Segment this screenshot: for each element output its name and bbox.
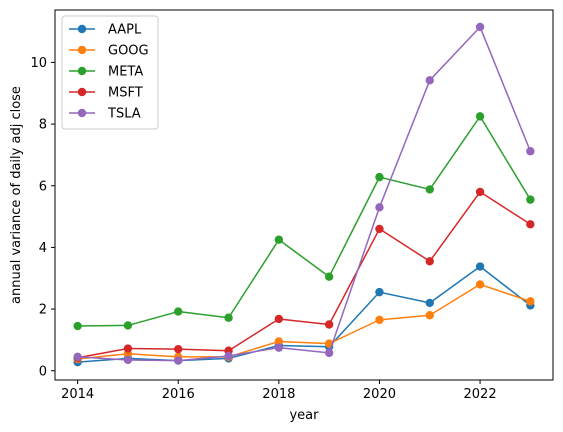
legend-marker [77,108,87,118]
series-meta [73,112,535,331]
data-point [526,147,535,156]
x-tick-label: 2018 [262,387,295,402]
y-tick-label: 8 [39,118,47,133]
data-point [425,257,434,266]
data-point [375,224,384,234]
legend-label: GOOG [108,44,149,59]
y-tick-label: 4 [39,241,47,256]
data-point [174,307,183,316]
x-tick-label: 2014 [61,387,94,402]
series-line-goog [77,283,531,360]
data-point [123,355,133,365]
legend-label: AAPL [108,23,142,38]
data-point [224,313,233,322]
legend-entry-aapl: AAPL [69,23,142,38]
data-point [324,348,334,358]
data-point [123,321,133,330]
x-tick-label: 2020 [363,387,396,402]
legend-entry-meta: META [69,65,143,80]
legend-entry-msft: MSFT [69,86,143,101]
series-msft [73,187,535,362]
y-tick-label: 10 [30,56,47,71]
data-point [375,287,384,297]
plot-frame [54,9,554,381]
data-point [475,280,485,289]
data-point [324,320,334,329]
data-point [375,203,384,212]
data-point [475,262,485,271]
series-line-msft [77,191,531,359]
series-line-meta [77,115,532,327]
legend-marker [77,24,87,34]
data-point [475,22,485,32]
legend-entry-goog: GOOG [69,44,149,59]
legend-label: TSLA [107,107,141,122]
legend-box [61,15,159,130]
data-point [174,356,183,365]
data-point [526,195,535,204]
legend-entry-tsla: TSLA [69,107,141,122]
data-point [274,337,284,346]
y-tick-label: 0 [39,364,47,379]
legend: AAPL GOOG META MSFT TSLA [61,15,159,130]
series-layer [73,22,535,367]
data-point [274,235,284,244]
data-point [375,315,384,325]
y-axis-label: annual variance of daily adj close [9,86,24,304]
legend-marker [77,45,87,55]
legend-marker [77,87,87,97]
y-tick-label: 6 [39,179,47,194]
data-point [174,344,183,354]
y-tick-label: 2 [39,303,47,318]
data-point [224,351,233,361]
x-tick-label: 2016 [162,387,195,402]
x-axis-label: year [289,408,319,423]
data-point [526,297,535,306]
data-point [526,220,535,229]
series-line-aapl [77,265,531,363]
data-point [274,343,284,352]
series-tsla [73,22,535,365]
data-point [475,187,485,197]
data-point [73,352,82,362]
data-point [324,272,334,281]
data-point [425,76,434,85]
data-point [475,112,485,121]
x-tick-label: 2022 [464,387,497,402]
legend-label: MSFT [108,86,143,101]
ticks-layer: 2014 2016 2018 2020 2022 0 2 4 6 8 10 [30,56,496,402]
data-point [425,311,434,320]
data-point [274,314,284,324]
data-point [375,172,384,182]
data-point [123,344,133,353]
series-line-tsla [77,26,532,362]
data-point [425,185,434,194]
data-point [73,321,82,331]
legend-marker [77,66,87,76]
data-point [425,298,434,308]
legend-label: META [108,65,143,80]
